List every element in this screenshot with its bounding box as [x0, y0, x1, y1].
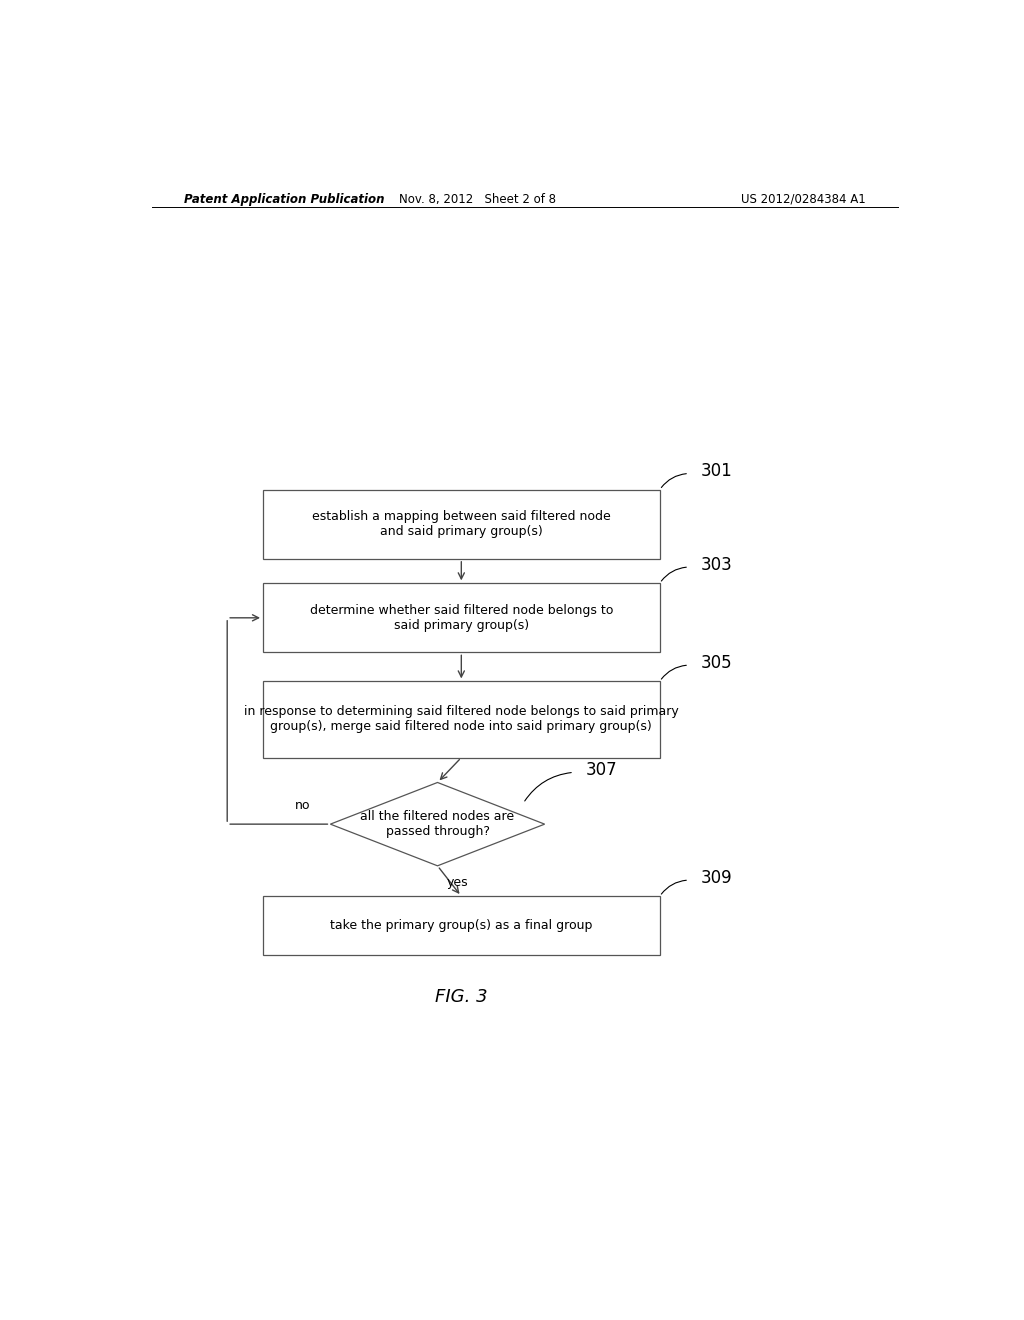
Text: in response to determining said filtered node belongs to said primary
group(s), : in response to determining said filtered… [244, 705, 679, 734]
FancyBboxPatch shape [263, 583, 659, 652]
FancyBboxPatch shape [263, 681, 659, 758]
Polygon shape [331, 783, 545, 866]
Text: no: no [295, 799, 310, 812]
Text: 307: 307 [586, 762, 617, 779]
FancyBboxPatch shape [263, 490, 659, 558]
Text: establish a mapping between said filtered node
and said primary group(s): establish a mapping between said filtere… [312, 511, 610, 539]
Text: 305: 305 [701, 653, 732, 672]
Text: FIG. 3: FIG. 3 [435, 987, 487, 1006]
Text: 303: 303 [701, 556, 733, 574]
Text: Patent Application Publication: Patent Application Publication [183, 193, 384, 206]
Text: determine whether said filtered node belongs to
said primary group(s): determine whether said filtered node bel… [309, 603, 613, 632]
Text: 309: 309 [701, 869, 732, 887]
Text: 301: 301 [701, 462, 733, 480]
Text: US 2012/0284384 A1: US 2012/0284384 A1 [741, 193, 866, 206]
FancyBboxPatch shape [263, 896, 659, 956]
Text: all the filtered nodes are
passed through?: all the filtered nodes are passed throug… [360, 810, 515, 838]
Text: yes: yes [446, 876, 468, 888]
Text: take the primary group(s) as a final group: take the primary group(s) as a final gro… [330, 919, 593, 932]
Text: Nov. 8, 2012   Sheet 2 of 8: Nov. 8, 2012 Sheet 2 of 8 [398, 193, 556, 206]
